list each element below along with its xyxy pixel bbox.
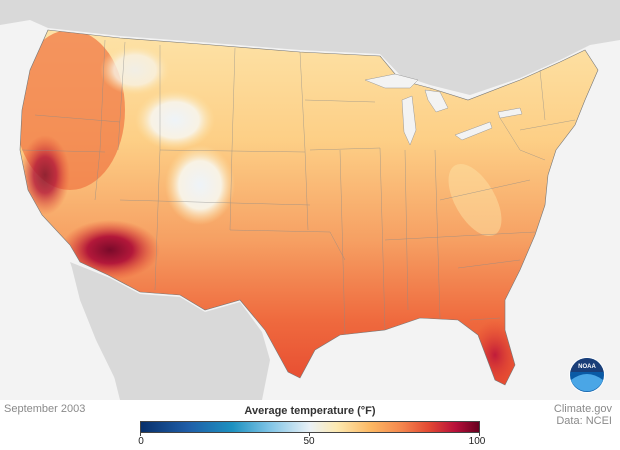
canada-landmass <box>0 0 620 95</box>
legend-tick-max <box>479 433 480 436</box>
map-area: NOAA <box>0 0 620 400</box>
date-label: September 2003 <box>4 403 86 415</box>
legend-title: Average temperature (°F) <box>244 405 376 417</box>
legend-min-label: 0 <box>138 436 144 447</box>
credit-data: Data: NCEI <box>556 415 612 427</box>
credit-source: Climate.gov <box>553 403 612 415</box>
noaa-logo-text: NOAA <box>578 364 596 370</box>
state-borders <box>21 39 576 336</box>
legend-footer: September 2003 Average temperature (°F) … <box>0 400 620 450</box>
legend-tick-mid <box>309 433 310 436</box>
legend-colorbar <box>140 421 480 433</box>
legend-mid-label: 50 <box>303 436 315 447</box>
noaa-logo: NOAA <box>569 357 605 393</box>
credit-block: Climate.gov Data: NCEI <box>554 403 612 427</box>
temperature-map: NOAA <box>0 0 620 400</box>
baja-peninsula <box>72 268 128 385</box>
great-lakes <box>364 73 523 146</box>
legend-max-label: 100 <box>468 436 486 447</box>
legend-tick-min <box>140 433 141 436</box>
